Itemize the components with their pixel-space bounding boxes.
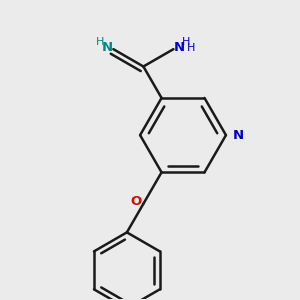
- Text: H: H: [187, 43, 195, 52]
- Text: N: N: [102, 41, 113, 54]
- Text: H: H: [182, 37, 190, 47]
- Text: O: O: [130, 195, 142, 208]
- Text: H: H: [96, 37, 104, 47]
- Text: N: N: [174, 41, 185, 54]
- Text: N: N: [233, 129, 244, 142]
